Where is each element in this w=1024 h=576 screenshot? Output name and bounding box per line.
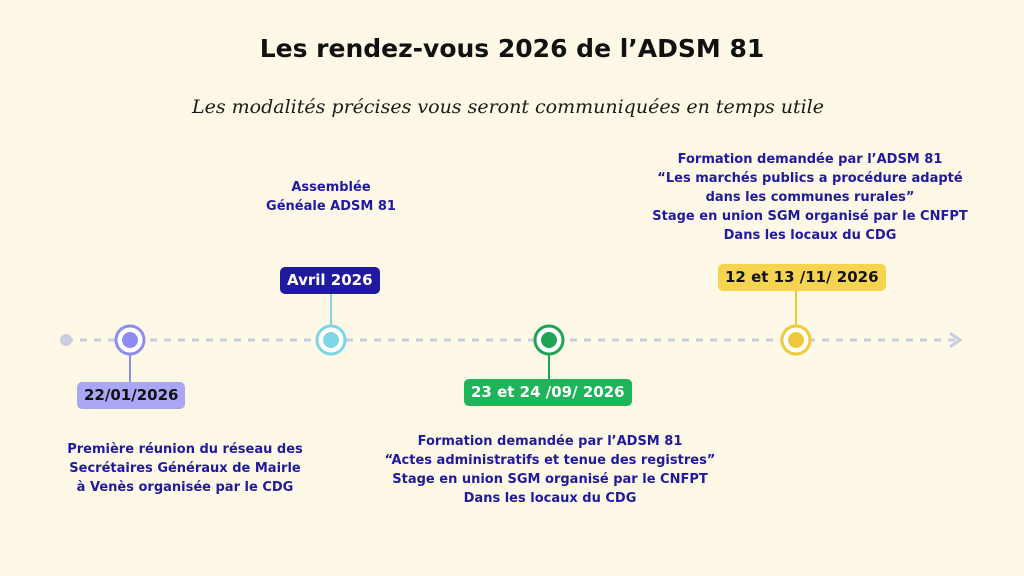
event-line: dans les communes rurales”	[705, 190, 915, 205]
event-line: Stage en union SGM organisé par le CNFPT	[652, 209, 968, 224]
milestone-inner-dot	[323, 332, 339, 348]
event-line: Généale ADSM 81	[266, 199, 396, 214]
event-description-2: Assemblée Généale ADSM 81	[231, 178, 431, 216]
event-line: Assemblée	[291, 180, 371, 195]
milestone-4	[780, 290, 812, 356]
milestone-inner-dot	[122, 332, 138, 348]
date-badge-3: 23 et 24 /09/ 2026	[464, 379, 632, 406]
event-line: Dans les locaux du CDG	[463, 491, 637, 506]
page-subtitle: Les modalités précises vous seront commu…	[191, 96, 825, 118]
event-description-1: Première réunion du réseau des Secrétair…	[20, 440, 350, 497]
event-line: Formation demandée par l’ADSM 81	[417, 434, 683, 449]
milestone-inner-dot	[541, 332, 557, 348]
milestone-1	[114, 324, 146, 382]
date-badge-2: Avril 2026	[280, 267, 380, 294]
milestone-2	[315, 294, 347, 356]
event-line: Stage en union SGM organisé par le CNFPT	[392, 472, 708, 487]
milestone-3	[533, 324, 565, 380]
page-title: Les rendez-vous 2026 de l’ADSM 81	[259, 34, 765, 63]
event-line: “Actes administratifs et tenue des regis…	[384, 453, 716, 468]
date-badge-4: 12 et 13 /11/ 2026	[718, 264, 886, 291]
event-line: Formation demandée par l’ADSM 81	[677, 152, 943, 167]
milestone-inner-dot	[788, 332, 804, 348]
event-line: à Venès organisée par le CDG	[76, 480, 294, 495]
event-line: Première réunion du réseau des	[67, 442, 303, 457]
event-line: Secrétaires Généraux de Mairle	[69, 461, 301, 476]
event-line: “Les marchés publics a procédure adapté	[657, 171, 963, 186]
event-description-3: Formation demandée par l’ADSM 81 “Actes …	[350, 432, 750, 508]
timeline-arrow-head	[949, 331, 963, 349]
date-badge-1: 22/01/2026	[77, 382, 186, 409]
event-description-4: Formation demandée par l’ADSM 81 “Les ma…	[600, 150, 1020, 245]
event-line: Dans les locaux du CDG	[723, 228, 897, 243]
